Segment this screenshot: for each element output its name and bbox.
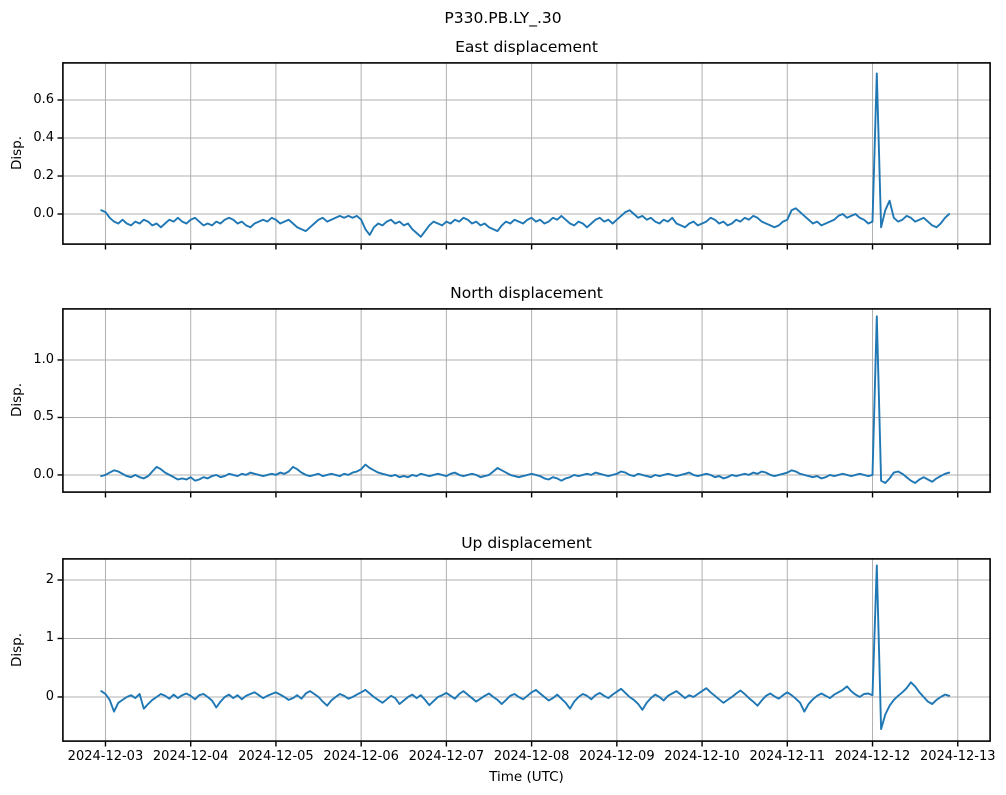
north-plot-canvas: [57, 308, 991, 498]
subplot-title: Up displacement: [461, 534, 592, 552]
up-plot-canvas: [57, 558, 991, 747]
x-tick-label: 2024-12-04: [152, 749, 229, 764]
east-data-line: [100, 72, 951, 238]
subplot-up: Up displacement Disp. 0 1 2 2024-12-03 2024-…: [0, 534, 1006, 764]
y-tick-label: 0.0: [33, 466, 54, 482]
y-tick-label: 0: [45, 688, 54, 704]
plot-border: [62, 62, 991, 245]
y-tick-label: 0.6: [33, 92, 54, 107]
y-tick-label: 1: [45, 630, 54, 646]
east-plot-canvas: [57, 62, 991, 250]
x-axis-label: Time (UTC): [489, 769, 564, 785]
x-tick-label: 2024-12-13: [919, 749, 996, 764]
y-tick-label: 0.0: [33, 206, 54, 222]
y-tick-label: 2: [45, 571, 54, 587]
x-tick-label: 2024-12-07: [408, 749, 485, 764]
x-tick-label: 2024-12-10: [664, 749, 740, 764]
up-data-line: [100, 564, 951, 731]
x-tick-label: 2024-12-12: [834, 749, 911, 764]
y-tick-label: 1.0: [33, 351, 54, 367]
subplot-east: East displacement Disp. 0.0 0.2 0.4 0.6: [0, 38, 1006, 250]
x-tick-label: 2024-12-06: [323, 749, 399, 764]
x-tick-label: 2024-12-09: [579, 749, 655, 764]
figure-title: P330.PB.LY_.30: [444, 9, 562, 27]
plot-border: [62, 308, 991, 493]
north-data-line: [100, 315, 951, 484]
x-tick-label: 2024-12-05: [238, 749, 314, 764]
y-tick-label: 0.5: [33, 409, 54, 425]
subplot-north: North displacement Disp. 0.0 0.5 1.0: [0, 284, 1006, 498]
x-tick-label: 2024-12-08: [493, 749, 570, 764]
y-tick-label: 0.2: [33, 168, 54, 184]
subplot-title: East displacement: [455, 38, 598, 56]
x-tick-label: 2024-12-03: [67, 749, 144, 764]
subplot-title: North displacement: [450, 284, 603, 302]
plot-border: [62, 558, 991, 742]
y-tick-label: 0.4: [33, 130, 54, 145]
x-tick-label: 2024-12-11: [749, 749, 826, 764]
